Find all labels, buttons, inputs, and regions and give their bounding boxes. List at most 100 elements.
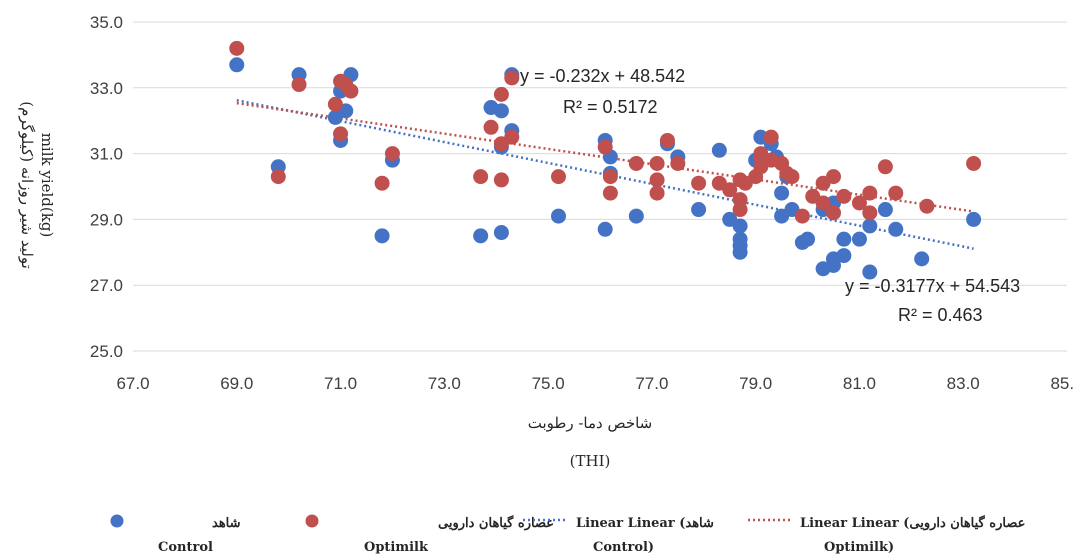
data-point-optimilk bbox=[862, 205, 878, 221]
x-tick-label: 71.0 bbox=[324, 374, 357, 393]
data-point-control bbox=[550, 208, 566, 224]
data-point-optimilk bbox=[649, 172, 665, 188]
x-axis-title: شاخص دما- رطوبت bbox=[528, 414, 653, 432]
data-point-optimilk bbox=[670, 155, 686, 171]
data-point-control bbox=[628, 208, 644, 224]
data-point-optimilk bbox=[483, 119, 499, 135]
data-point-optimilk bbox=[550, 169, 566, 185]
data-point-optimilk bbox=[270, 169, 286, 185]
legend-label-linear-control-en: Control) bbox=[593, 540, 654, 555]
data-point-optimilk bbox=[374, 175, 390, 191]
data-point-control bbox=[877, 202, 893, 218]
control-trend-equation: y = -0.3177x + 54.543 bbox=[845, 276, 1020, 296]
data-point-optimilk bbox=[888, 185, 904, 201]
data-point-control bbox=[691, 202, 707, 218]
data-point-control bbox=[966, 211, 982, 227]
data-point-control bbox=[836, 231, 852, 247]
data-point-optimilk bbox=[966, 155, 982, 171]
linear-optimilk-word: Linear bbox=[800, 516, 852, 531]
control-trend-r2: R² = 0.463 bbox=[898, 305, 983, 325]
data-point-control bbox=[836, 248, 852, 264]
linear-control-word: Linear bbox=[576, 516, 628, 531]
data-point-control bbox=[862, 264, 878, 280]
x-tick-label: 85.0 bbox=[1050, 374, 1074, 393]
y-tick-label: 31.0 bbox=[90, 145, 123, 164]
data-point-optimilk bbox=[473, 169, 489, 185]
y-tick-label: 35.0 bbox=[90, 13, 123, 32]
y-axis-title: تولید شیر روزانه (کیلوگرم) bbox=[18, 101, 36, 268]
data-point-control bbox=[732, 218, 748, 234]
data-point-optimilk bbox=[826, 169, 841, 185]
data-point-control bbox=[774, 185, 790, 201]
data-point-optimilk bbox=[504, 70, 520, 86]
gridlines bbox=[133, 21, 1067, 352]
x-tick-label: 73.0 bbox=[428, 374, 461, 393]
data-point-optimilk bbox=[826, 205, 841, 221]
data-point-control bbox=[229, 57, 245, 73]
data-point-control bbox=[826, 257, 841, 273]
linear-optimilk-name: Linear (عصاره گیاهان دارویی bbox=[852, 514, 1026, 531]
optimilk-trend-r2: R² = 0.5172 bbox=[563, 97, 658, 117]
data-point-control bbox=[732, 244, 748, 260]
data-point-optimilk bbox=[628, 155, 644, 171]
data-point-optimilk bbox=[602, 169, 618, 185]
data-point-optimilk bbox=[649, 155, 665, 171]
data-point-optimilk bbox=[384, 146, 400, 162]
y-tick-label: 27.0 bbox=[90, 276, 123, 295]
data-point-control bbox=[800, 231, 816, 247]
data-point-control bbox=[888, 221, 904, 237]
data-point-optimilk bbox=[597, 139, 613, 155]
linear-control-name: Linear (شاهد bbox=[628, 516, 714, 531]
legend-label-linear-optimilk-en: Optimilk) bbox=[824, 540, 894, 555]
y-tick-label: 33.0 bbox=[90, 79, 123, 98]
y-tick-label: 29.0 bbox=[90, 210, 123, 229]
data-point-control bbox=[914, 251, 930, 267]
data-point-optimilk bbox=[229, 40, 245, 56]
x-tick-label: 81.0 bbox=[843, 374, 876, 393]
data-point-optimilk bbox=[493, 86, 509, 102]
trendline-optimilk bbox=[236, 101, 974, 213]
y-axis-ticks: 25.0 27.0 29.0 31.0 33.0 35.0 bbox=[90, 13, 123, 361]
data-point-control bbox=[711, 142, 727, 158]
x-axis-subtitle: (THI) bbox=[570, 452, 611, 470]
legend: شاهد Control عصاره گیاهان دارویی Optimil… bbox=[110, 514, 1026, 555]
x-axis-ticks: 67.0 69.0 71.0 73.0 75.0 77.0 79.0 81.0 83.0 85.0 bbox=[116, 374, 1074, 393]
x-tick-label: 69.0 bbox=[220, 374, 253, 393]
legend-marker-control bbox=[110, 514, 124, 528]
data-point-optimilk bbox=[877, 159, 893, 175]
data-point-optimilk bbox=[732, 192, 748, 208]
data-point-optimilk bbox=[691, 175, 707, 191]
x-tick-label: 77.0 bbox=[635, 374, 668, 393]
data-point-optimilk bbox=[343, 83, 359, 99]
data-point-optimilk bbox=[836, 188, 852, 204]
data-point-optimilk bbox=[794, 208, 810, 224]
legend-marker-optimilk bbox=[305, 514, 319, 528]
y-axis-subtitle-group: milk yield(kg) bbox=[38, 133, 56, 238]
data-point-control bbox=[493, 103, 509, 119]
legend-label-linear-control: Linear Linear (شاهد bbox=[576, 516, 714, 531]
data-point-optimilk bbox=[602, 185, 618, 201]
data-point-optimilk bbox=[815, 195, 831, 211]
x-tick-label: 79.0 bbox=[739, 374, 772, 393]
data-point-optimilk bbox=[763, 129, 779, 145]
y-tick-label: 25.0 bbox=[90, 342, 123, 361]
data-point-control bbox=[493, 225, 509, 241]
data-point-optimilk bbox=[291, 77, 307, 93]
data-point-optimilk bbox=[722, 182, 738, 198]
data-points bbox=[229, 40, 982, 280]
y-axis-title-group: تولید شیر روزانه (کیلوگرم) bbox=[18, 101, 36, 268]
x-tick-label: 67.0 bbox=[116, 374, 149, 393]
data-point-optimilk bbox=[649, 185, 665, 201]
x-tick-label: 75.0 bbox=[532, 374, 565, 393]
data-point-control bbox=[862, 218, 878, 234]
data-point-optimilk bbox=[862, 185, 878, 201]
data-point-optimilk bbox=[333, 126, 349, 142]
legend-label-optimilk: عصاره گیاهان دارویی bbox=[438, 514, 554, 531]
optimilk-trend-equation: y = -0.232x + 48.542 bbox=[520, 66, 685, 86]
data-point-control bbox=[473, 228, 489, 244]
data-point-optimilk bbox=[327, 96, 343, 112]
legend-label-control-en: Control bbox=[158, 540, 213, 555]
data-point-optimilk bbox=[659, 132, 675, 148]
data-point-control bbox=[597, 221, 613, 237]
